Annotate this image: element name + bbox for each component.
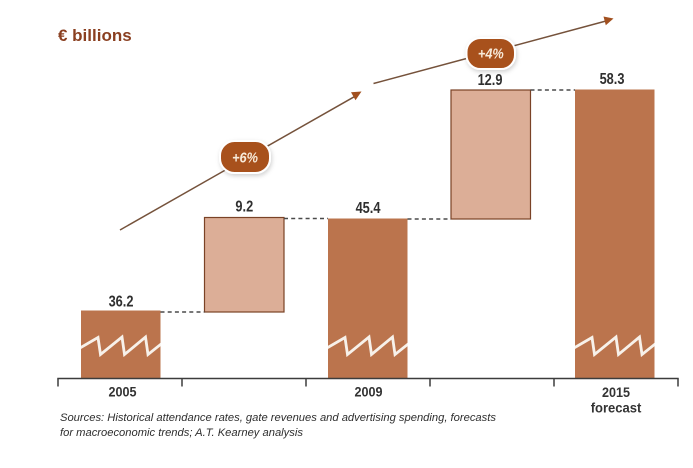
svg-text:Sources: Historical attendance: Sources: Historical attendance rates, ga… — [60, 412, 496, 424]
svg-text:+6%: +6% — [232, 148, 258, 165]
svg-text:€ billions: € billions — [58, 26, 132, 45]
svg-text:forecast: forecast — [591, 400, 642, 416]
svg-text:12.9: 12.9 — [478, 72, 503, 90]
svg-text:for macroeconomic trends; A.T.: for macroeconomic trends; A.T. Kearney a… — [60, 427, 303, 439]
svg-text:36.2: 36.2 — [109, 293, 134, 311]
svg-text:2009: 2009 — [355, 384, 383, 400]
svg-text:45.4: 45.4 — [356, 200, 381, 218]
svg-text:58.3: 58.3 — [600, 71, 625, 89]
svg-text:2005: 2005 — [109, 384, 138, 400]
svg-text:2015: 2015 — [602, 384, 631, 400]
svg-text:9.2: 9.2 — [235, 198, 253, 216]
svg-text:+4%: +4% — [478, 44, 504, 61]
